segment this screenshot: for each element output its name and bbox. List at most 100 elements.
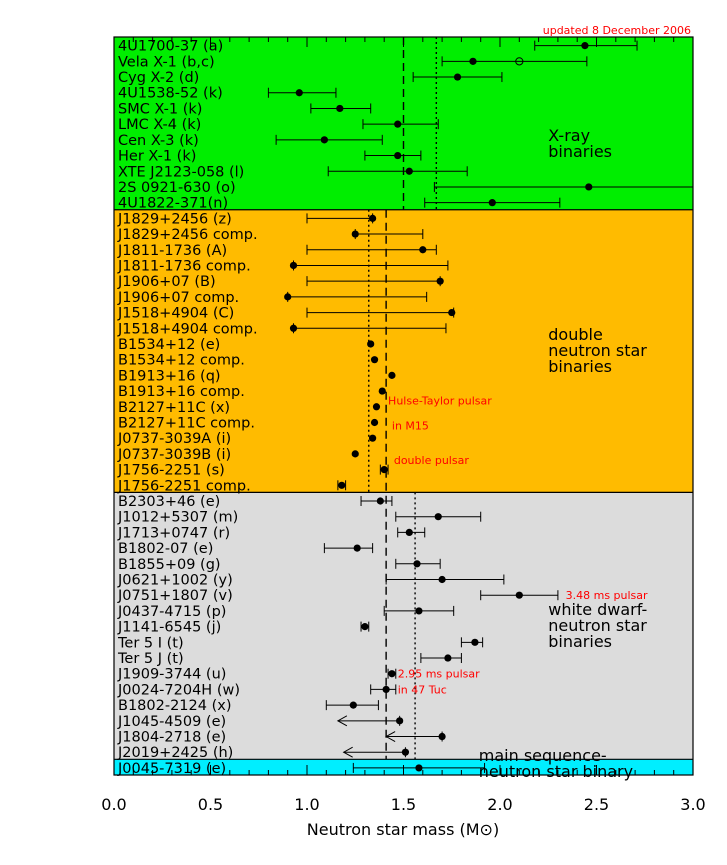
row-label: J1518+4904 comp.: [117, 321, 258, 337]
data-point: [488, 199, 496, 207]
data-point: [369, 434, 377, 442]
data-point: [419, 246, 427, 254]
row-label: J1909-3744 (u): [117, 667, 226, 683]
data-point: [394, 151, 402, 160]
row-label: Ter 5 I (t): [117, 635, 184, 651]
annotation: in 47 Tuc: [398, 683, 447, 696]
row-label: J0751+1807 (v): [117, 588, 233, 604]
data-point: [372, 403, 381, 411]
row-label: J1804-2718 (e): [117, 730, 226, 746]
row-label: B1534+12 comp.: [118, 353, 245, 369]
data-point: [401, 748, 410, 756]
row-label: SMC X-1 (k): [118, 101, 202, 117]
row-label: LMC X-4 (k): [118, 117, 201, 133]
row-label: J1518+4904 (C): [117, 306, 234, 322]
data-point: [353, 544, 361, 552]
data-point: [320, 136, 328, 144]
row-label: J1811-1736 comp.: [117, 258, 251, 274]
row-label: Cyg X-2 (d): [118, 70, 199, 86]
data-point: [471, 638, 479, 646]
group-title: X-ray: [548, 126, 590, 145]
row-label: B2127+11C comp.: [118, 415, 255, 431]
row-label: J1811-1736 (A): [117, 243, 227, 259]
band-dns: [114, 209, 693, 493]
data-point: [444, 654, 452, 662]
data-point: [405, 528, 413, 537]
row-label: 2S 0921-630 (o): [118, 180, 236, 196]
annotation: 3.48 ms pulsar: [566, 589, 648, 602]
data-point: [434, 513, 442, 521]
data-point-alt: [515, 57, 524, 66]
data-point: [369, 214, 377, 222]
x-tick-label: 2.5: [584, 795, 609, 814]
row-label: B1534+12 (e): [118, 337, 220, 353]
row-label: J0737-3039B (i): [117, 447, 231, 463]
row-label: J2019+2425 (h): [117, 745, 233, 761]
x-tick-label: 1.5: [391, 795, 416, 814]
row-label: Vela X-1 (b,c): [118, 54, 215, 70]
x-tick-label: 0.0: [101, 795, 126, 814]
row-label: J1756-2251 comp.: [117, 478, 251, 494]
annotation: in M15: [392, 420, 429, 433]
row-label: J0737-3039A (i): [117, 431, 231, 447]
data-point: [349, 701, 357, 709]
data-point: [448, 308, 456, 317]
upper-limit-arrow: [336, 715, 348, 727]
row-label: Her X-1 (k): [118, 149, 196, 165]
row-label: J1713+0747 (r): [117, 525, 230, 541]
row-label: B2303+46 (e): [118, 494, 220, 510]
row-label: J1045-4509 (e): [117, 714, 226, 730]
x-tick-label: 1.0: [294, 795, 319, 814]
x-tick-label: 0.5: [198, 795, 223, 814]
data-point: [380, 465, 388, 474]
data-point: [338, 481, 346, 489]
row-label: J1012+5307 (m): [117, 510, 238, 526]
data-point: [336, 104, 344, 113]
row-label: 4U1538-52 (k): [118, 86, 223, 102]
data-point: [405, 167, 413, 175]
group-title: main sequence-: [479, 746, 607, 765]
data-point: [378, 387, 386, 395]
row-label: J1906+07 (B): [117, 274, 216, 290]
group-title: neutron star: [548, 616, 647, 635]
row-label: J0621+1002 (y): [117, 573, 233, 589]
annotation-updated: updated 8 December 2006: [543, 24, 691, 37]
data-point: [388, 670, 396, 678]
annotation: Hulse-Taylor pulsar: [388, 395, 492, 408]
data-point: [515, 591, 523, 599]
row-label: J0024-7204H (w): [117, 682, 240, 698]
row-label: J0045-7319 (e): [117, 761, 226, 777]
row-label: B1913+16 (q): [118, 368, 221, 384]
row-label: J1756-2251 (s): [117, 463, 225, 479]
data-point: [284, 293, 292, 301]
group-title: binaries: [548, 632, 612, 651]
data-point: [367, 340, 375, 348]
row-label: J1829+2456 (z): [117, 211, 232, 227]
data-point: [370, 418, 379, 427]
row-label: B1802-07 (e): [118, 541, 213, 557]
data-point: [351, 230, 359, 238]
annotation: double pulsar: [394, 454, 469, 467]
data-point: [394, 120, 402, 128]
band-wd: [114, 492, 693, 760]
row-label: J0437-4715 (p): [117, 604, 226, 620]
row-label: J1829+2456 comp.: [117, 227, 258, 243]
data-point: [438, 575, 446, 584]
data-point: [289, 261, 298, 270]
annotation: 2.95 ms pulsar: [398, 668, 480, 681]
row-label: Ter 5 J (t): [117, 651, 184, 667]
data-point: [351, 450, 359, 458]
data-point: [469, 57, 477, 65]
row-label: B1855+09 (g): [118, 557, 221, 573]
data-point: [585, 183, 593, 191]
row-label: J1906+07 comp.: [117, 290, 239, 306]
data-point: [413, 560, 421, 568]
row-label: XTE J2123-058 (l): [118, 164, 244, 180]
x-tick-label: 2.0: [487, 795, 512, 814]
data-point: [370, 356, 379, 364]
row-label: B1802-2124 (x): [118, 698, 232, 714]
upper-limit-arrow: [385, 731, 396, 742]
x-axis-label: Neutron star mass (M⊙): [307, 820, 499, 839]
group-title: white dwarf-: [548, 600, 647, 619]
